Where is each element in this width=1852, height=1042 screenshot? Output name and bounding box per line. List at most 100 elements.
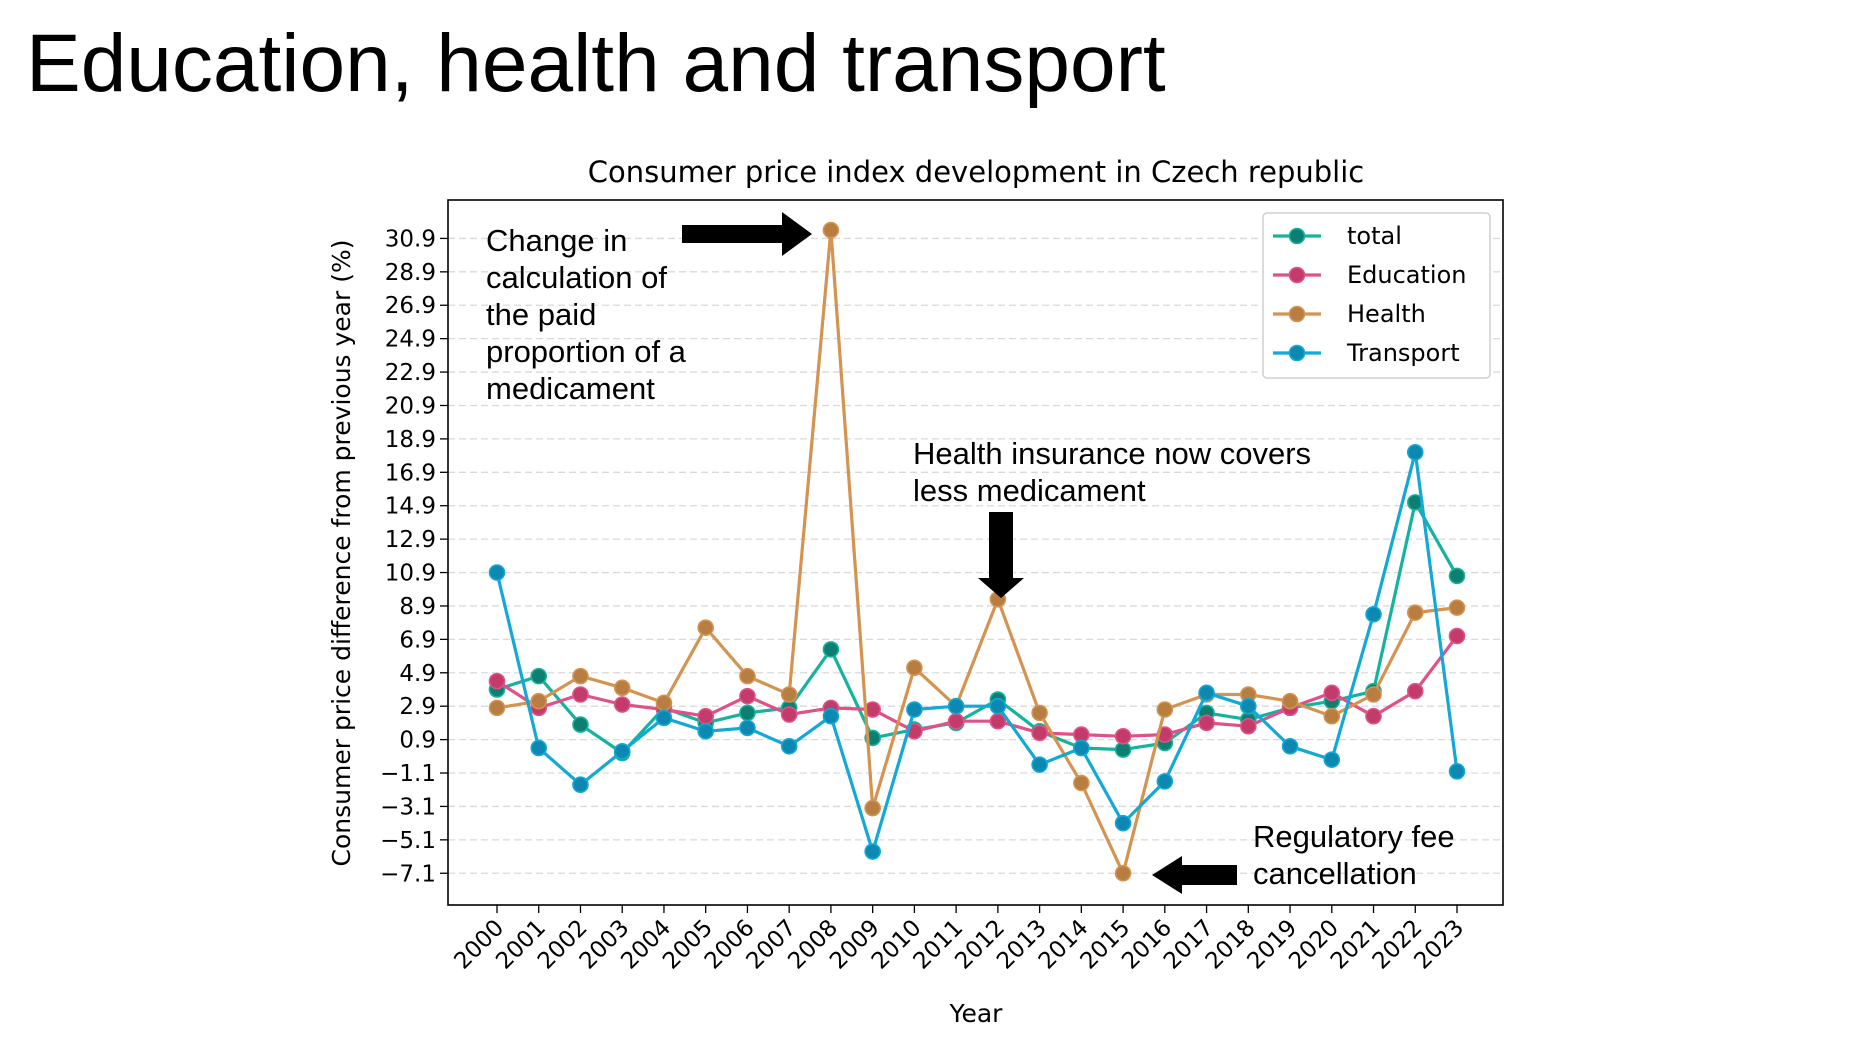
legend: total Education Health Transport: [1262, 212, 1491, 379]
data-point: [1365, 686, 1382, 703]
legend-swatch-marker: [1288, 227, 1306, 245]
data-point: [1365, 606, 1382, 623]
arrow-2008: [682, 212, 812, 256]
data-point: [1281, 737, 1299, 755]
y-tick-label: 28.9: [385, 260, 436, 286]
data-point: [530, 692, 548, 710]
data-point: [530, 739, 548, 757]
data-point: [613, 696, 631, 713]
chart-title: Consumer price index development in Czec…: [588, 155, 1364, 189]
legend-label: Health: [1347, 300, 1426, 328]
data-point: [822, 641, 840, 658]
data-point: [613, 743, 631, 760]
annotation-2015: Regulatory fee cancellation: [1253, 819, 1455, 891]
data-point: [1240, 717, 1257, 735]
data-point: [1448, 599, 1466, 616]
data-point: [864, 843, 881, 860]
data-point: [1031, 724, 1048, 742]
x-axis-label: Year: [949, 999, 1004, 1028]
series-transport: [488, 443, 1466, 860]
data-point: [697, 619, 714, 636]
y-tick-label: 8.9: [399, 594, 436, 620]
data-point: [572, 776, 589, 794]
data-point: [1073, 739, 1090, 757]
y-tick-label: 24.9: [385, 327, 436, 353]
data-point: [1323, 684, 1341, 702]
data-point: [780, 686, 798, 703]
y-tick-label: 14.9: [385, 494, 436, 520]
data-point: [1198, 714, 1215, 732]
data-point: [1240, 697, 1257, 715]
data-point: [1156, 701, 1174, 718]
y-tick-label: 18.9: [385, 427, 436, 453]
data-point: [947, 712, 965, 730]
legend-label: Transport: [1346, 339, 1460, 367]
data-point: [780, 737, 798, 755]
y-tick-label: 6.9: [399, 627, 436, 653]
data-point: [1448, 763, 1466, 780]
data-point: [572, 667, 589, 685]
data-point: [906, 701, 923, 718]
arrow-2012: [978, 512, 1024, 598]
data-point: [1114, 727, 1132, 745]
data-point: [613, 679, 631, 697]
y-tick-label: 30.9: [385, 226, 436, 252]
data-point: [572, 716, 589, 733]
y-tick-label: 4.9: [399, 661, 436, 687]
data-point: [1031, 704, 1048, 722]
y-tick-label: −3.1: [380, 794, 436, 820]
data-point: [989, 697, 1007, 715]
data-point: [1073, 774, 1090, 792]
data-point: [822, 221, 840, 239]
y-tick-label: 0.9: [399, 728, 436, 754]
data-point: [739, 704, 756, 722]
data-point: [1323, 751, 1341, 768]
data-point: [739, 719, 756, 737]
y-tick-label: 2.9: [399, 694, 436, 720]
y-tick-label: 26.9: [385, 293, 436, 319]
data-point: [1198, 684, 1215, 702]
data-point: [1156, 773, 1174, 790]
data-point: [1281, 692, 1299, 710]
data-point: [947, 697, 965, 715]
y-tick-label: 12.9: [385, 527, 436, 553]
data-point: [697, 707, 714, 725]
data-point: [822, 707, 840, 725]
annotation-2012: Health insurance now covers less medicam…: [913, 436, 1312, 508]
data-point: [1406, 682, 1424, 700]
legend-swatch-marker: [1288, 305, 1306, 323]
annotation-2008: Change in calculation of the paid propor…: [486, 223, 686, 406]
data-point: [1365, 707, 1382, 725]
y-tick-label: −7.1: [380, 861, 436, 887]
data-point: [488, 699, 506, 717]
y-tick-label: 16.9: [385, 460, 436, 486]
page-title: Education, health and transport: [26, 18, 1166, 109]
data-point: [1406, 604, 1424, 621]
legend-swatch-marker: [1288, 344, 1306, 362]
data-point: [572, 686, 589, 703]
y-tick-label: −5.1: [380, 828, 436, 854]
data-point: [655, 694, 673, 712]
y-tick-label: −1.1: [380, 761, 436, 787]
y-tick-label: 10.9: [385, 561, 436, 587]
data-point: [1323, 707, 1341, 725]
data-point: [697, 722, 714, 740]
data-point: [1448, 567, 1466, 585]
legend-swatch-marker: [1288, 266, 1306, 284]
data-point: [780, 706, 798, 723]
data-point: [864, 799, 881, 817]
data-point: [488, 564, 506, 581]
series-education: [488, 627, 1466, 745]
arrow-2015: [1152, 856, 1237, 894]
data-point: [1114, 814, 1132, 832]
series-line: [496, 500, 1459, 755]
plot-frame: [447, 199, 1504, 906]
y-tick-label: 22.9: [385, 360, 436, 386]
data-point: [1114, 864, 1132, 882]
data-point: [1406, 443, 1424, 461]
legend-label: total: [1347, 222, 1402, 250]
data-point: [530, 667, 548, 685]
x-tick-label: 2023: [1409, 915, 1469, 975]
legend-label: Education: [1347, 261, 1466, 289]
